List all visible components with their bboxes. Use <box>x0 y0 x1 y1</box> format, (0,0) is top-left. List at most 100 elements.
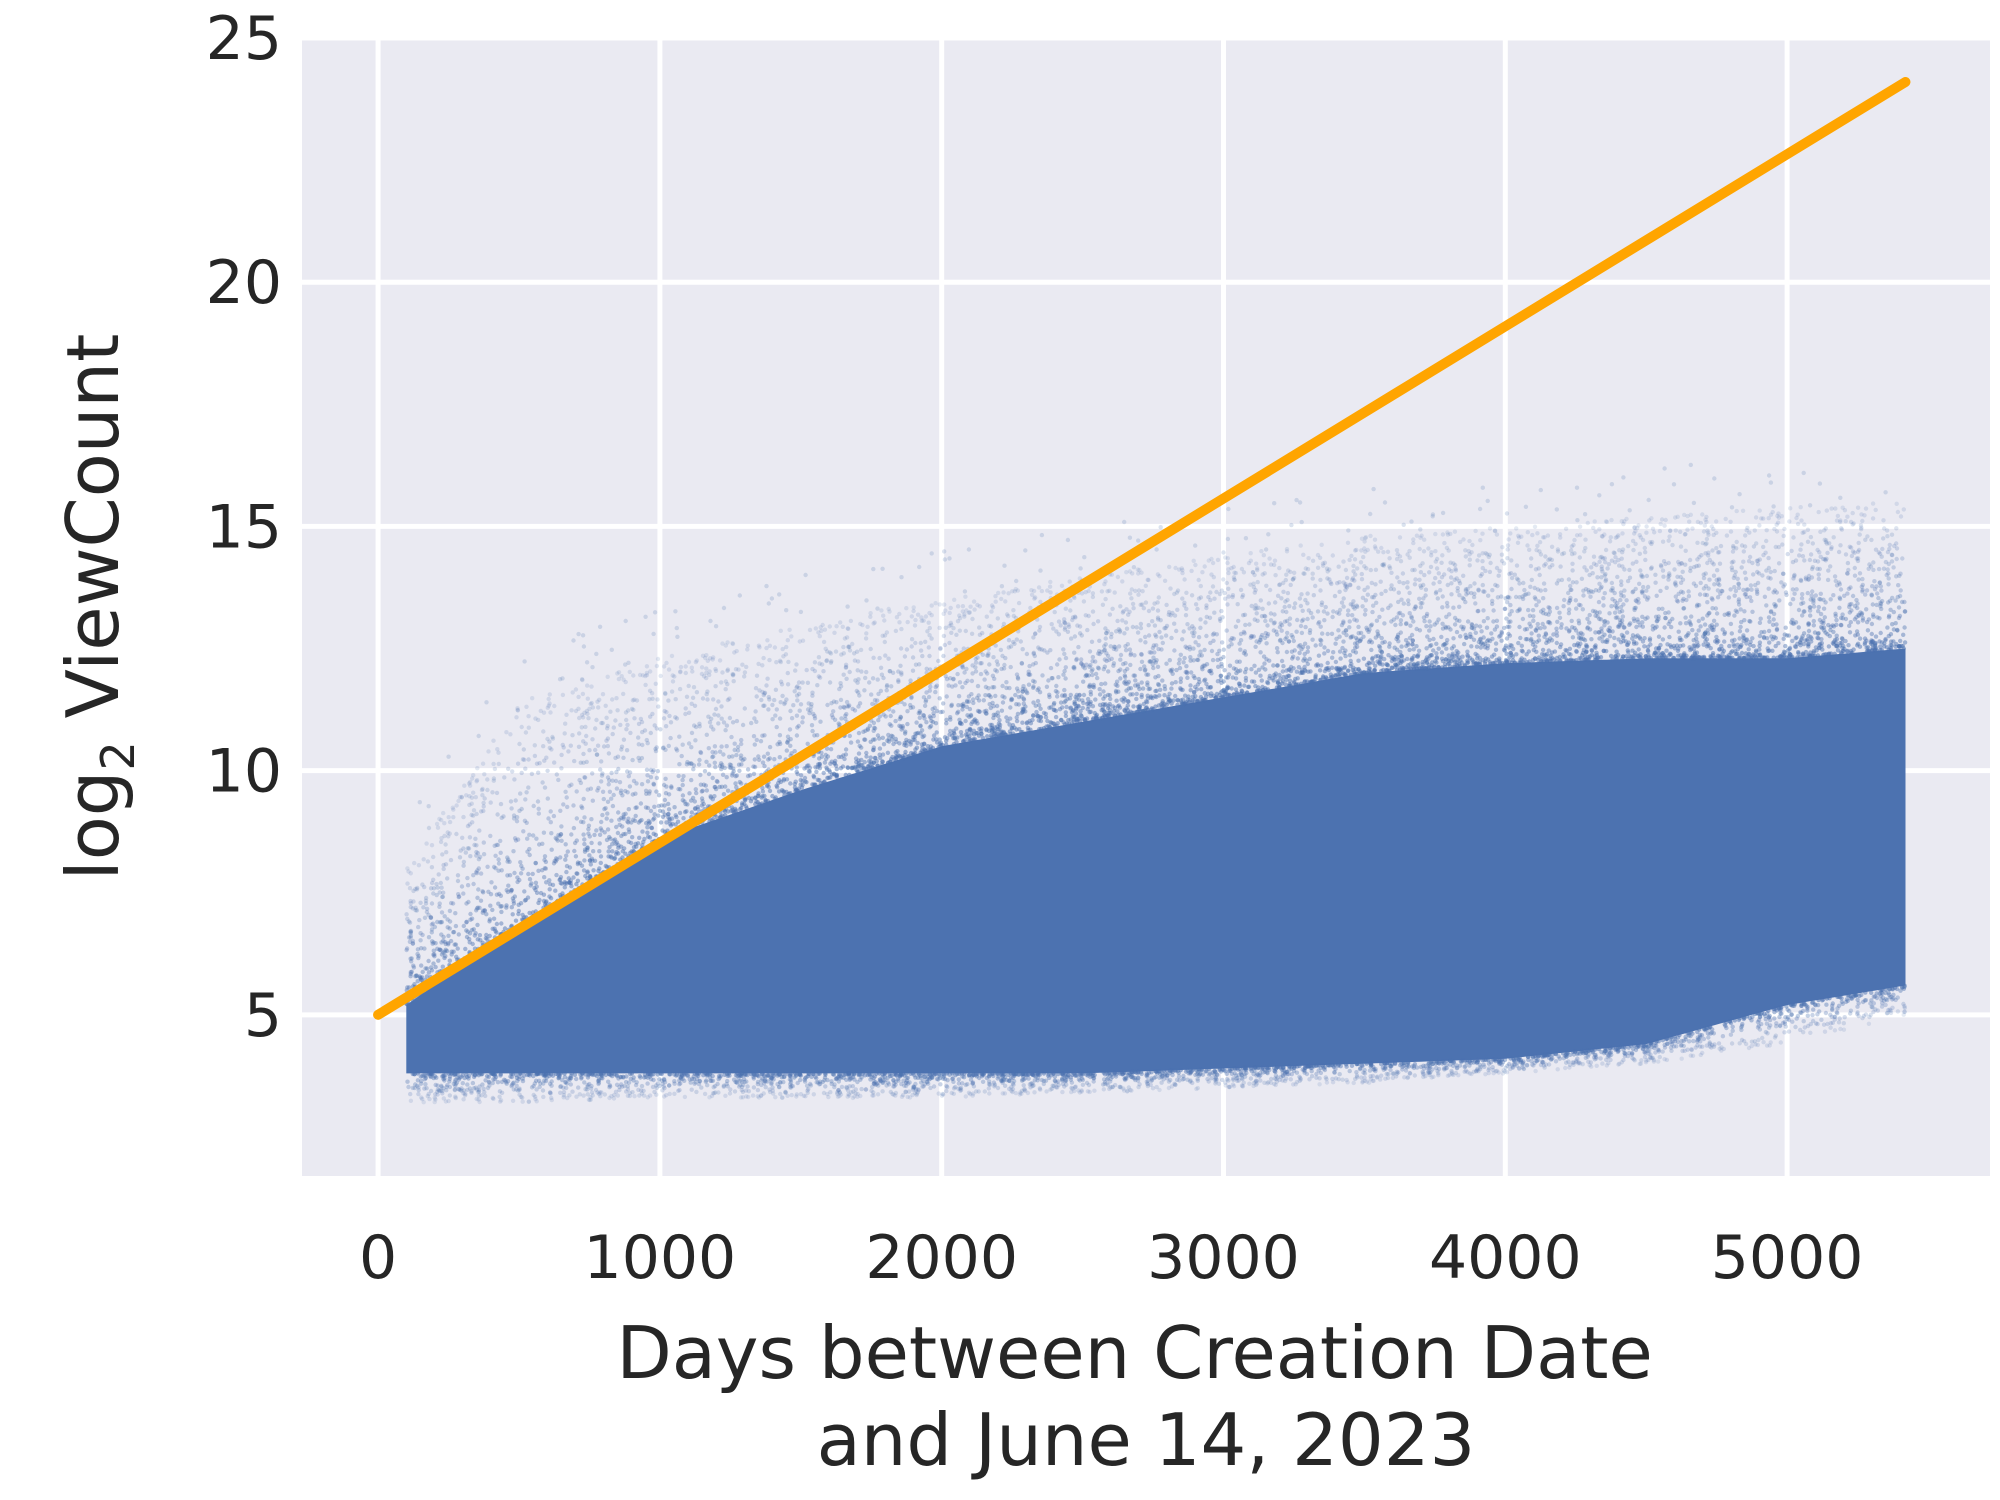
scatter-point-287 <box>833 758 838 764</box>
scatter-point-746 <box>906 754 912 759</box>
scatter-point-3754 <box>1118 652 1124 658</box>
scatter-point-3665 <box>1557 1056 1563 1061</box>
scatter-point-1892 <box>411 965 417 970</box>
scatter-point-636 <box>1870 639 1876 644</box>
scatter-point-1710 <box>629 840 634 846</box>
scatter-point-4789 <box>424 906 430 911</box>
scatter-point-1263 <box>1259 632 1265 638</box>
scatter-point-4397 <box>860 622 865 628</box>
scatter-point-3152 <box>1857 532 1862 537</box>
scatter-point-4613 <box>774 724 779 730</box>
scatter-point-4294 <box>899 626 904 632</box>
scatter-point-4013 <box>833 649 839 654</box>
scatter-point-1218 <box>1148 695 1154 700</box>
scatter-point-1069 <box>999 1078 1004 1083</box>
scatter-point-354 <box>1219 588 1225 593</box>
scatter-point-903 <box>1345 1080 1350 1085</box>
scatter-point-3964 <box>720 641 725 646</box>
scatter-point-2551 <box>1841 1021 1847 1026</box>
scatter-point-172 <box>863 1087 868 1092</box>
scatter-point-834 <box>1816 645 1822 651</box>
scatter-point-237 <box>1191 674 1196 679</box>
scatter-point-2928 <box>621 691 626 697</box>
scatter-point-1361 <box>867 1072 872 1078</box>
scatter-point-3110 <box>425 859 431 864</box>
scatter-point-2859 <box>1828 1021 1834 1026</box>
scatter-point-2923 <box>783 1089 788 1095</box>
scatter-point-600 <box>1349 1063 1355 1069</box>
scatter-point-1016 <box>1210 1070 1215 1075</box>
scatter-point-3998 <box>1214 632 1220 637</box>
scatter-point-556 <box>1051 702 1057 707</box>
scatter-point-3530 <box>1698 624 1703 629</box>
scatter-point-1322 <box>1393 622 1398 628</box>
scatter-point-17 <box>1003 655 1008 661</box>
scatter-point-4713 <box>597 849 602 854</box>
scatter-point-340 <box>1800 634 1805 639</box>
scatter-point-4269 <box>1385 1075 1391 1081</box>
scatter-point-723 <box>568 1082 573 1087</box>
scatter-point-4206 <box>1185 675 1190 680</box>
scatter-point-3538 <box>719 680 724 685</box>
scatter-point-508 <box>1785 1007 1790 1012</box>
scatter-point-2480 <box>999 596 1004 602</box>
scatter-point-523 <box>1709 524 1715 529</box>
scatter-point-3823 <box>1123 1075 1129 1081</box>
scatter-point-782 <box>756 643 762 648</box>
scatter-point-1510 <box>773 687 779 692</box>
scatter-point-1160 <box>1194 1086 1199 1092</box>
scatter-point-1437 <box>1591 554 1597 559</box>
scatter-point-1724 <box>1198 583 1204 589</box>
scatter-point-2144 <box>1507 624 1512 629</box>
scatter-point-661 <box>1226 644 1232 649</box>
scatter-point-232 <box>1428 1069 1433 1075</box>
scatter-point-4126 <box>1624 598 1629 603</box>
scatter-point-128 <box>728 765 734 770</box>
scatter-point-1092 <box>585 696 590 701</box>
scatter-point-581 <box>1251 1081 1257 1086</box>
scatter-point-1023 <box>428 886 434 891</box>
scatter-point-794 <box>921 733 927 738</box>
scatter-point-15 <box>1673 580 1678 585</box>
scatter-point-1701 <box>878 665 884 670</box>
scatter-point-993 <box>918 648 924 653</box>
scatter-point-4952 <box>1373 663 1378 668</box>
scatter-point-562 <box>1817 1009 1822 1014</box>
scatter-point-775 <box>1577 524 1583 529</box>
scatter-point-1072 <box>974 1089 979 1094</box>
scatter-point-367 <box>530 871 535 877</box>
scatter-point-272 <box>621 816 626 821</box>
scatter-point-4204 <box>1784 1004 1789 1009</box>
scatter-point-1179 <box>1061 647 1066 652</box>
scatter-point-4485 <box>1406 1064 1411 1069</box>
scatter-point-3805 <box>694 1072 700 1078</box>
scatter-point-417 <box>428 915 433 920</box>
scatter-point-975 <box>1574 606 1579 611</box>
scatter-point-61 <box>1631 641 1637 646</box>
scatter-point-459 <box>1000 694 1005 699</box>
scatter-point-2616 <box>827 680 833 685</box>
scatter-point-469 <box>733 667 739 672</box>
scatter-point-4498 <box>429 880 435 886</box>
scatter-point-535 <box>1386 605 1391 611</box>
scatter-point-205 <box>1743 1041 1749 1047</box>
scatter-point-14 <box>1631 639 1637 644</box>
scatter-point-2309 <box>877 655 882 661</box>
scatter-point-493 <box>1313 643 1318 648</box>
scatter-point-4565 <box>1476 588 1481 593</box>
scatter-point-625 <box>1713 639 1718 644</box>
scatter-point-366 <box>1617 548 1622 553</box>
scatter-point-742 <box>1574 642 1580 648</box>
scatter-point-4548 <box>496 857 501 862</box>
scatter-point-31 <box>1592 519 1597 524</box>
scatter-point-4597 <box>526 725 531 730</box>
scatter-point-3130 <box>426 958 431 964</box>
scatter-point-2746 <box>1863 506 1869 511</box>
scatter-point-56 <box>731 1077 737 1082</box>
scatter-point-3886 <box>1192 675 1197 681</box>
scatter-point-4169 <box>520 1099 525 1104</box>
scatter-point-230 <box>1773 1033 1779 1038</box>
scatter-point-3376 <box>778 628 783 633</box>
scatter-point-1034 <box>1585 616 1590 621</box>
scatter-point-3869 <box>689 745 694 750</box>
